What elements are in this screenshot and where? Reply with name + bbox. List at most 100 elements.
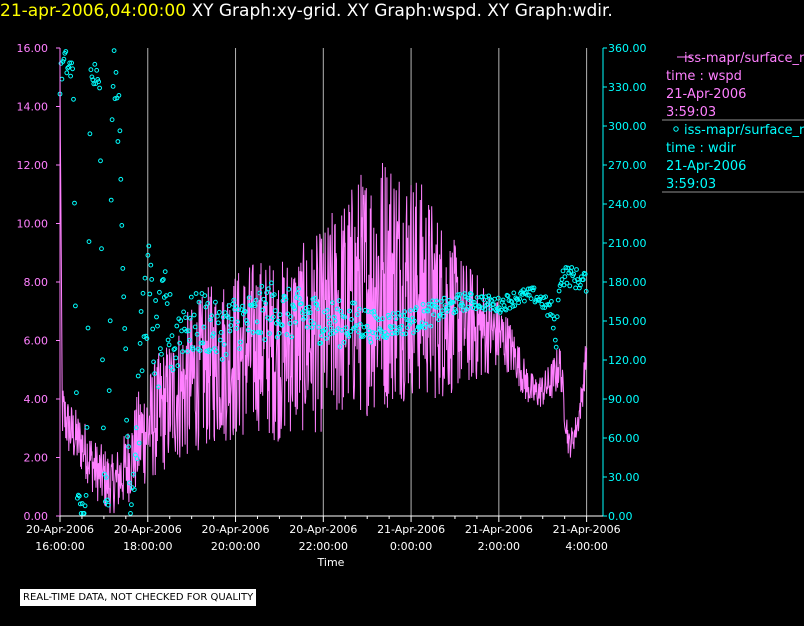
wdir-point [263,300,269,306]
wdir-point [109,117,115,123]
wdir-point [158,346,163,352]
wdir-point [256,330,262,336]
wdir-point [193,291,199,296]
y-right-tick-label: 300.00 [608,120,647,133]
timestamp: 21-apr-2006,04:00:00 [0,1,187,21]
wdir-point [547,302,552,308]
wdir-point [221,342,227,347]
wdir-point [118,176,124,182]
graph-titles: XY Graph:xy-grid. XY Graph:wspd. XY Grap… [191,1,613,21]
wdir-point [136,440,142,446]
x-tick-date: 20-Apr-2006 [289,523,357,536]
wdir-point [231,297,237,303]
wdir-point [96,79,101,85]
x-tick-date: 21-Apr-2006 [553,523,621,536]
wdir-point [385,313,391,318]
wdir-point [238,339,243,345]
wdir-point [144,336,150,341]
wdir-point [254,319,260,325]
y-right-tick-label: 240.00 [608,198,647,211]
wdir-point [495,295,501,301]
wdir-point [131,487,137,493]
wdir-point [497,310,503,315]
wdir-point [245,327,251,333]
wdir-point [578,282,583,288]
wdir-point [243,318,249,324]
wdir-point [486,293,492,299]
wdir-point [73,303,78,309]
x-tick-time: 2:00:00 [478,540,520,553]
wdir-point [83,493,89,498]
wdir-point [134,456,140,462]
wdir-point [129,502,134,508]
wdir-series [57,48,589,516]
wdir-point [583,288,589,294]
wdir-point [253,297,259,303]
wdir-point [197,348,203,354]
wdir-point [257,290,263,296]
wdir-point [318,340,324,346]
wdir-point [155,323,160,329]
wdir-point [520,292,525,297]
wdir-point [68,73,73,79]
wdir-point [164,301,170,307]
wdir-point [124,417,129,423]
wdir-point [308,318,314,324]
y-right-tick-label: 0.00 [608,510,633,523]
wdir-point [138,309,144,314]
wdir-point [271,314,276,320]
wdir-point [555,297,561,303]
wdir-point [126,444,131,450]
chart-title: 21-apr-2006,04:00:00 XY Graph:xy-grid. X… [0,0,613,24]
wdir-point [122,326,128,331]
wdir-point [76,493,82,499]
wdir-point [491,302,496,307]
legend-wspd-time: 3:59:03 [666,105,716,120]
wdir-point [567,283,573,289]
wdir-point [184,328,189,334]
wdir-point [413,305,419,310]
wdir-point [327,320,332,326]
y-left-tick-label: 10.00 [17,218,49,231]
wdir-point [512,303,518,309]
wdir-point [460,302,466,308]
legend-wdir-date: 21-Apr-2006 [666,159,746,174]
wdir-point [259,283,265,289]
wdir-point [348,329,354,334]
wdir-point [325,307,330,313]
wdir-point [228,323,234,328]
wdir-point [511,290,517,296]
wdir-point [284,332,290,337]
wdir-point [355,312,360,317]
wdir-point [123,346,129,352]
wdir-point [85,325,91,331]
x-tick-time: 20:00:00 [211,540,260,553]
wdir-point [393,316,399,322]
wdir-point [275,318,281,324]
wdir-point [575,277,580,282]
wdir-point [405,325,411,331]
wdir-point [174,323,180,329]
wdir-point [149,277,155,282]
wdir-point [198,340,204,346]
wdir-point [306,304,312,310]
wdir-point [574,267,579,272]
legend-wspd-name: iss-mapr/surface_r [684,51,804,66]
wdir-point [227,328,233,334]
wdir-point [330,330,336,336]
y-right-tick-label: 90.00 [608,393,640,406]
wdir-point [146,243,152,249]
wdir-point [329,300,335,306]
y-left-tick-label: 14.00 [17,101,49,114]
wdir-point [105,502,111,508]
wdir-point [292,306,298,312]
wdir-point [545,313,550,318]
wdir-point [167,292,173,297]
wdir-point [100,357,105,363]
legend: iss-mapr/surface_r time : wspd 21-Apr-20… [662,51,804,193]
wdir-point [191,312,197,318]
wdir-point [366,328,372,334]
wdir-point [217,337,223,343]
legend-wspd-var: time : wspd [666,69,742,84]
